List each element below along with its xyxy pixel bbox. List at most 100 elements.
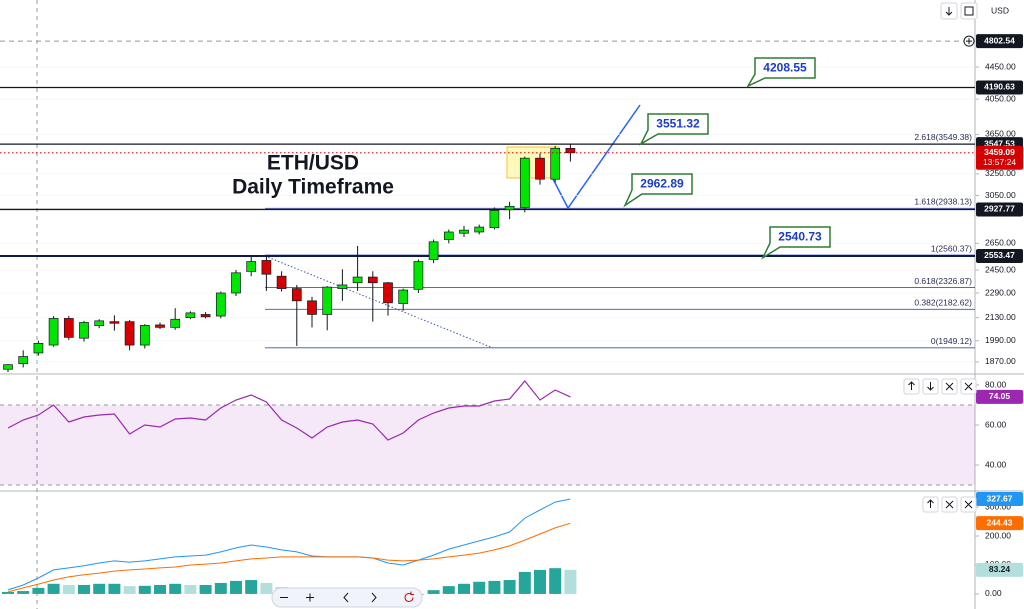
y-tick-label: 2130.00 [985,312,1016,322]
rsi-line [7,380,571,441]
candle-body [155,324,165,328]
rsi-value-label-bg [976,389,1023,404]
histogram-bar [17,591,30,594]
add-alert-icon [966,38,972,45]
price-scale-controls[interactable] [940,2,978,20]
y-tick-label: 3250.00 [985,168,1016,178]
signal-line [7,522,571,593]
countdown-label: 13:57:24 [983,157,1016,167]
zoom-in[interactable] [306,593,314,602]
candle-body [48,318,59,346]
candle-body [246,261,257,272]
histogram-bar [230,580,242,594]
fib-label: 2.618(3549.38) [914,132,972,142]
navigation-toolbar[interactable] [271,587,423,608]
y-tick-label: 0.00 [985,588,1002,598]
y-tick-label: 1870.00 [985,356,1016,366]
histogram-bar [108,583,121,594]
histogram-bar [214,582,227,594]
icon [945,7,953,16]
icon [945,500,954,509]
y-tick-label: 4450.00 [985,61,1016,71]
histogram-bar [2,591,14,594]
candle-body [535,157,545,180]
candle-body [337,284,348,289]
candle-body [33,342,44,354]
macd-controls[interactable] [922,496,977,513]
icon [964,6,974,16]
fib-label: 1.618(2938.13) [914,196,972,206]
histogram-bar [47,583,60,594]
y-tick-label: 200.00 [985,530,1011,540]
candle-body [79,322,89,339]
histogram-bar [534,569,546,594]
histogram-bar [503,580,516,594]
current-price-bg [976,145,1023,170]
reset[interactable] [404,591,414,602]
button[interactable] [960,2,978,20]
y-tick-label: 1990.00 [985,335,1016,345]
macd-value-label-bg [976,492,1023,507]
candle-body [519,157,530,208]
marker-price-label: 4802.54 [984,35,1015,45]
histogram-bar [123,586,136,594]
icon [927,382,934,391]
level-label: 4190.63 [984,82,1015,92]
y-tick-label: 2450.00 [985,264,1016,274]
histogram-value-label: 83.24 [989,564,1011,574]
candle-body [428,241,439,260]
histogram-bar [442,586,455,594]
candle-body [276,275,287,289]
candle-body [398,289,409,304]
data-layer: 1870.00 1990.00 2130.00 2290.00 2450.00 2650.… [0,34,1023,598]
highlight-box [506,146,560,179]
candle-body [504,205,515,211]
scroll-right[interactable] [371,592,377,603]
callout-box [746,57,816,88]
candle-body [352,276,363,284]
histogram-bar [518,571,531,594]
rsi-controls[interactable] [903,378,977,395]
candle-body [215,292,226,317]
chart-title: ETH/USD [267,152,359,175]
rsi-band [0,405,975,485]
fib-label: 0.382(2182.62) [914,298,972,308]
callout-label: 2540.73 [778,230,822,244]
candle-body [139,325,150,346]
trend-line [264,255,494,349]
candle-body [231,272,241,294]
y-tick-label: 2290.00 [985,287,1016,297]
candle-body [3,364,13,370]
scroll-left[interactable] [343,592,349,603]
candle-body [124,321,135,346]
callout-box [639,113,709,146]
callout-label: 4208.55 [763,61,807,75]
candle-body [565,147,576,154]
current-price-label: 3459.09 [984,147,1015,157]
icon [964,382,973,391]
level-label: 2553.47 [984,250,1015,260]
histogram-bar [549,568,562,594]
callout-box [623,173,693,208]
candle-body [459,229,469,234]
toolbar-bg [271,587,423,608]
y-tick-label: 40.00 [985,459,1007,469]
candle-body [474,226,485,233]
histogram-bar [93,583,106,594]
icon [964,500,973,509]
rsi-value-label: 74.05 [989,391,1011,401]
callout-label: 2962.89 [640,177,684,191]
histogram-value-label-bg [976,562,1023,577]
candle-body [94,320,105,327]
chart-subtitle: Daily Timeframe [232,176,394,199]
y-tick-label: 3650.00 [985,129,1016,139]
histogram-bar [427,590,440,594]
histogram-bar [473,581,486,594]
signal-value-label-bg [976,516,1023,531]
candle-body [322,286,333,315]
icon [945,382,954,391]
level-label-bg [976,80,1023,95]
histogram-bar [78,584,90,594]
